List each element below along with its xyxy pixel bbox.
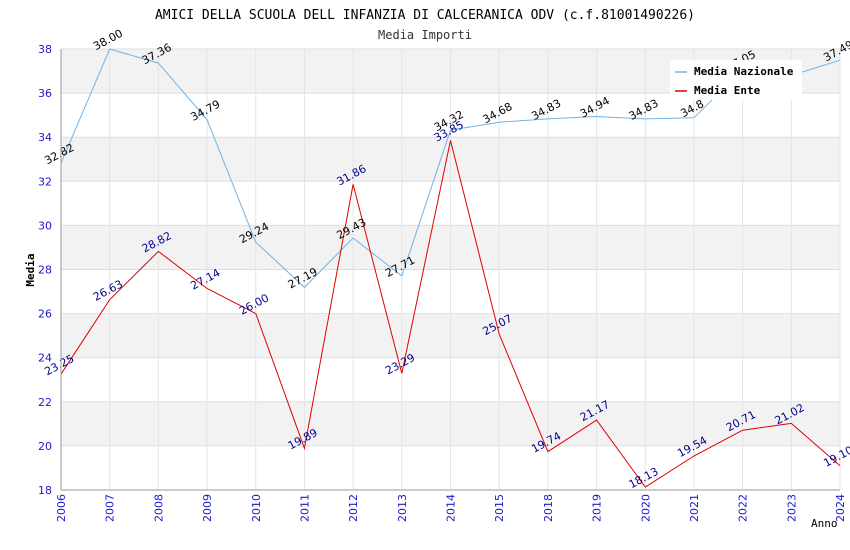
- x-tick-label: 2024: [834, 494, 847, 522]
- legend-label-nazionale: Media Nazionale: [694, 65, 794, 78]
- y-tick-label: 38: [38, 43, 52, 56]
- y-tick-label: 22: [38, 396, 52, 409]
- y-tick-label: 26: [38, 308, 52, 321]
- y-tick-label: 20: [38, 440, 52, 453]
- x-tick-label: 2014: [445, 494, 458, 522]
- y-tick-label: 32: [38, 175, 52, 188]
- legend-label-ente: Media Ente: [694, 84, 761, 97]
- x-tick-label: 2012: [347, 494, 360, 522]
- x-tick-label: 2009: [201, 494, 214, 522]
- y-tick-label: 18: [38, 484, 52, 497]
- x-tick-label: 2021: [688, 494, 701, 522]
- series-lines: [60, 48, 841, 488]
- series-line-ente: [60, 140, 841, 488]
- x-tick-label: 2018: [542, 494, 555, 522]
- legend: Media Nazionale Media Ente: [670, 60, 802, 100]
- y-tick-label: 36: [38, 87, 52, 100]
- x-tick-label: 2019: [591, 494, 604, 522]
- legend-box: [670, 60, 802, 100]
- x-tick-label: 2008: [152, 494, 165, 522]
- y-tick-label: 34: [38, 131, 52, 144]
- chart-title: AMICI DELLA SCUOLA DELL INFANZIA DI CALC…: [155, 8, 695, 23]
- series-line-nazionale: [60, 48, 841, 289]
- y-tick-label: 30: [38, 219, 52, 232]
- x-tick-label: 2022: [737, 494, 750, 522]
- x-axis-label: Anno: [811, 517, 838, 530]
- x-tick-label: 2023: [785, 494, 798, 522]
- x-tick-labels: 2006 2007 2008 2009 2010 2011 2012 2013 2014 2015…: [55, 494, 847, 522]
- chart-subtitle: Media Importi: [378, 28, 472, 42]
- x-tick-label: 2011: [298, 494, 311, 522]
- x-tick-label: 2015: [493, 494, 506, 522]
- y-axis-label: Media: [24, 253, 37, 286]
- y-tick-labels: 18 20 22 24 26 28 30 32 34 36 38: [38, 43, 52, 497]
- x-tick-label: 2010: [250, 494, 263, 522]
- y-tick-label: 24: [38, 352, 52, 365]
- x-tick-label: 2013: [396, 494, 409, 522]
- x-tick-label: 2020: [639, 494, 652, 522]
- x-tick-label: 2006: [55, 494, 68, 522]
- axes: [60, 49, 840, 491]
- x-tick-label: 2007: [104, 494, 117, 522]
- y-tick-label: 28: [38, 264, 52, 277]
